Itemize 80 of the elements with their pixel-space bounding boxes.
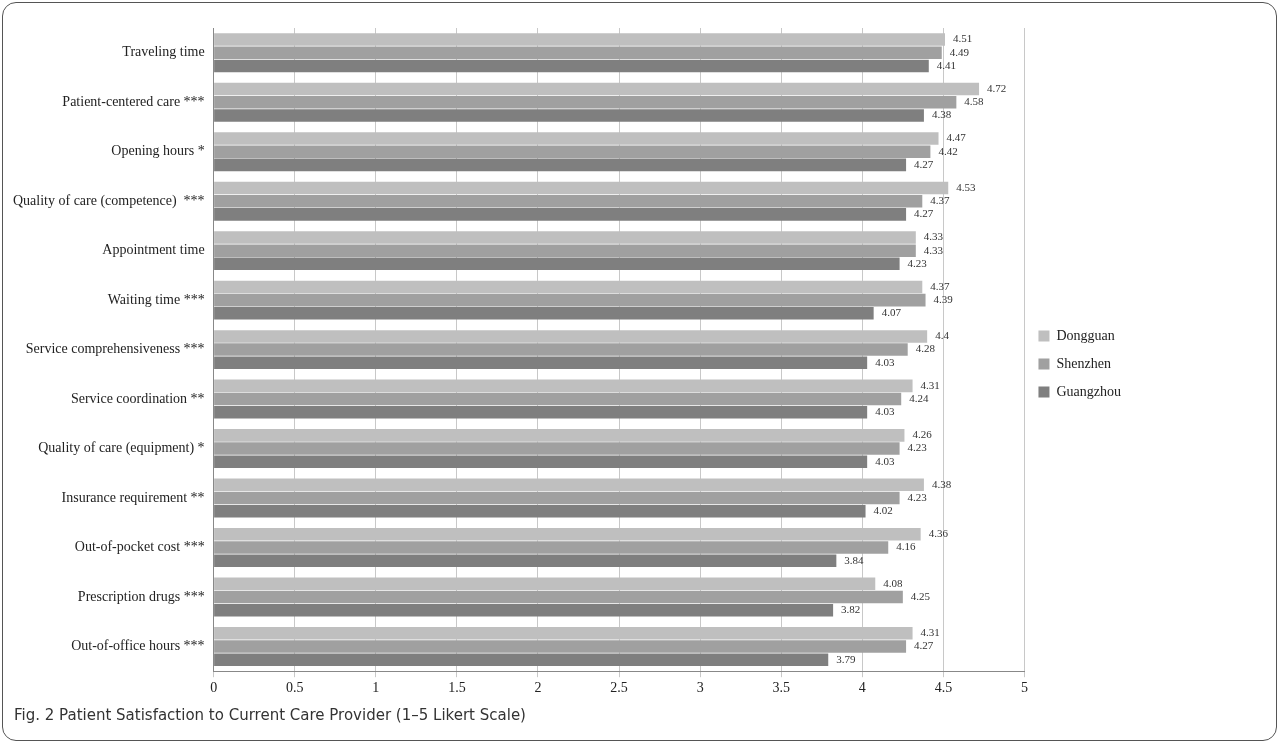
x-tick-label: 4.5 [934, 680, 953, 696]
data-label: 4.37 [930, 194, 951, 207]
y-tick-label: Opening hours * [111, 143, 205, 159]
data-label: 4.23 [907, 441, 928, 454]
x-tick-label: 1.5 [448, 680, 466, 696]
x-tick-label: 0.5 [285, 680, 304, 696]
data-label: 3.82 [841, 603, 861, 616]
data-label: 4.33 [923, 243, 944, 256]
y-tick-label: Insurance requirement ** [61, 489, 205, 505]
data-label: 4.4 [935, 329, 950, 342]
data-label: 4.16 [896, 540, 916, 553]
data-label: 4.03 [875, 454, 895, 467]
data-label: 4.03 [875, 405, 895, 418]
x-tick-label: 2.5 [610, 680, 628, 696]
x-tick-label: 3.5 [772, 680, 790, 696]
y-tick-label: Waiting time *** [107, 291, 205, 307]
legend-label: Dongguan [1056, 327, 1115, 343]
bar [214, 541, 889, 554]
data-label: 4.03 [875, 355, 895, 368]
y-tick-label: Appointment time [102, 242, 205, 258]
legend-label: Guangzhou [1056, 383, 1122, 399]
data-label: 4.26 [912, 428, 933, 441]
data-label: 4.38 [931, 108, 952, 121]
bar [214, 244, 916, 257]
caption: Fig. 2 Patient Satisfaction to Current Care Provider (1–5 Likert Scale) [14, 706, 526, 724]
bar [214, 46, 942, 60]
data-label: 4.33 [923, 230, 944, 243]
data-label: 4.28 [915, 342, 936, 355]
data-label: 4.38 [931, 477, 952, 490]
data-label: 4.27 [914, 639, 934, 652]
bar [214, 590, 903, 604]
data-label: 4.08 [883, 576, 904, 589]
bar [214, 442, 900, 455]
data-label: 4.07 [881, 306, 902, 319]
bar [214, 194, 923, 208]
y-tick-label: Patient-centered care *** [62, 93, 205, 109]
y-tick-label: Service comprehensiveness *** [25, 341, 205, 357]
data-label: 3.79 [836, 652, 856, 665]
data-label: 4.27 [914, 207, 934, 220]
y-tick-label: Traveling time [122, 44, 205, 60]
y-tick-label: Quality of care (equipment) * [38, 440, 205, 457]
data-label: 4.31 [920, 378, 940, 391]
bar [214, 293, 926, 307]
bar [214, 491, 900, 505]
x-tick-label: 0 [210, 680, 218, 696]
data-label: 4.37 [930, 279, 951, 292]
x-tick-label: 1 [372, 680, 380, 696]
data-label: 4.51 [953, 32, 973, 45]
y-tick-label: Prescription drugs *** [77, 588, 205, 604]
data-label: 4.72 [987, 81, 1007, 94]
x-tick-label: 3 [696, 680, 704, 696]
bar [214, 343, 908, 356]
data-label: 4.02 [873, 504, 893, 517]
y-tick-label: Out-of-office hours *** [71, 638, 205, 654]
data-label: 4.24 [909, 391, 929, 404]
data-label: 4.53 [956, 180, 976, 193]
data-label: 4.27 [914, 157, 934, 170]
data-label: 4.58 [964, 95, 985, 108]
data-label: 4.23 [907, 256, 928, 269]
legend-label: Shenzhen [1056, 355, 1111, 371]
bar [214, 640, 907, 653]
data-label: 4.47 [946, 131, 967, 144]
data-label: 4.23 [907, 490, 928, 503]
data-label: 4.36 [928, 527, 949, 540]
bar [214, 392, 902, 406]
data-label: 4.49 [949, 45, 970, 58]
bar [214, 95, 957, 109]
data-label: 3.84 [844, 553, 865, 566]
x-tick-label: 2 [534, 680, 542, 696]
y-tick-label: Service coordination ** [70, 390, 205, 406]
x-tick-label: 5 [1020, 680, 1028, 696]
x-tick-label: 4 [858, 680, 866, 696]
data-label: 4.25 [910, 589, 931, 602]
y-tick-label: Quality of care (competence) *** [12, 192, 205, 209]
data-label: 4.41 [936, 58, 957, 71]
data-label: 4.39 [933, 293, 954, 306]
bar [214, 145, 931, 158]
data-label: 4.31 [920, 626, 940, 639]
y-tick-label: Out-of-pocket cost *** [74, 539, 205, 555]
data-label: 4.42 [938, 144, 958, 157]
